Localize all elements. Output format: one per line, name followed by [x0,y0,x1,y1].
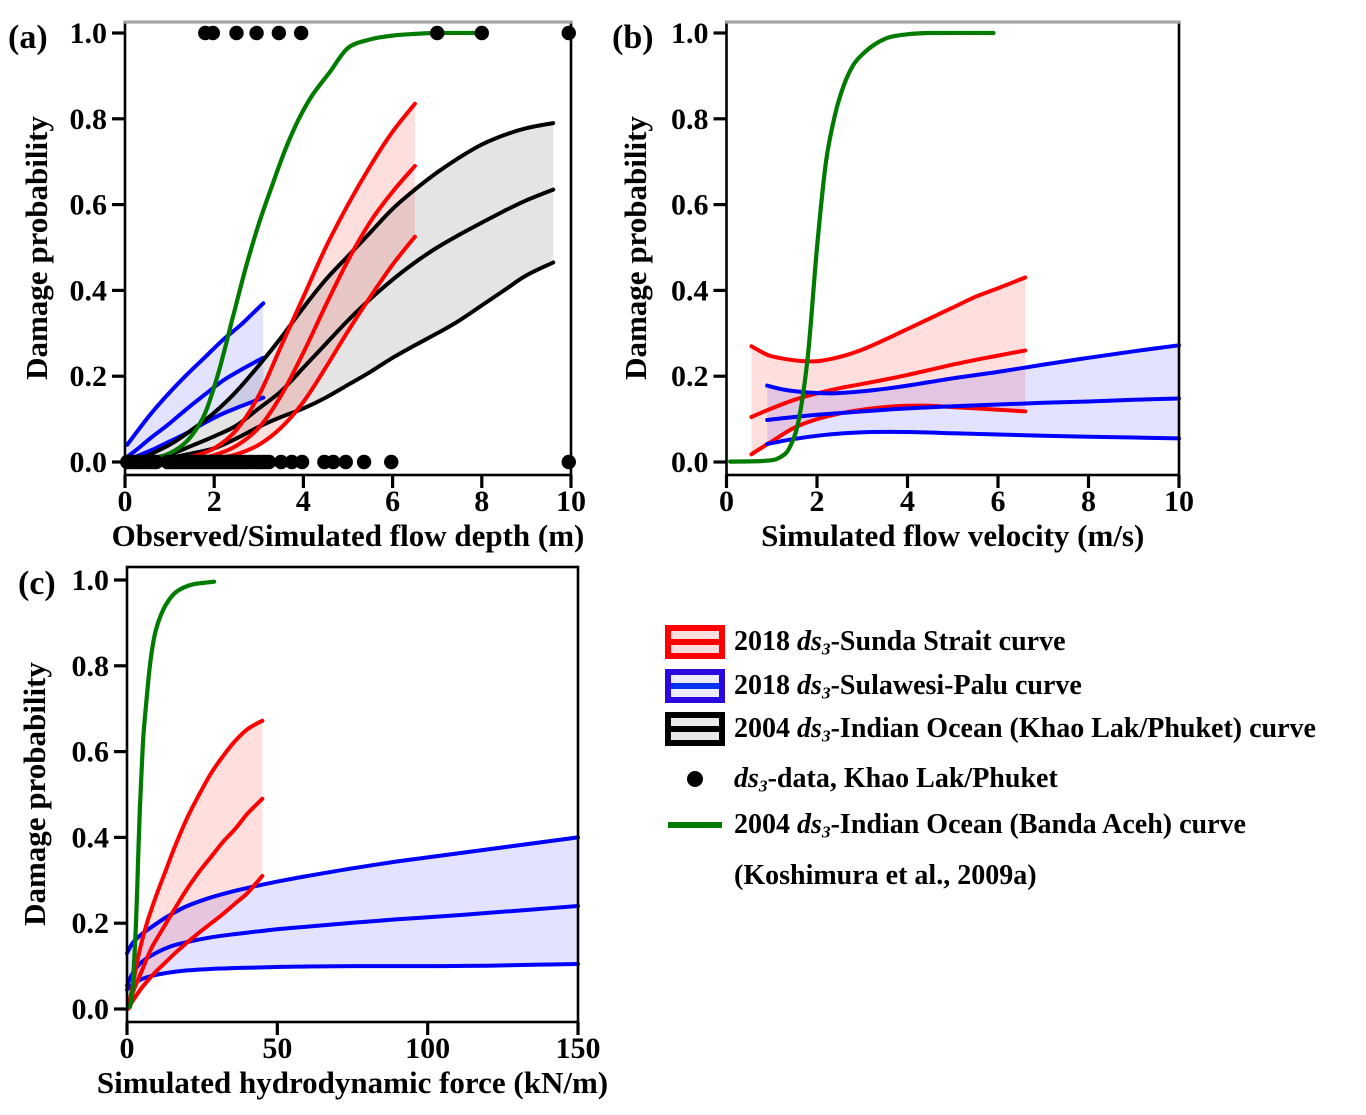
panel-a-x-tick-label: 8 [474,485,489,518]
panel-a-data-dot [294,454,310,470]
panel-c-y-tick-label: 0.0 [72,993,110,1026]
panel-a-data-dot [561,454,576,470]
panel-c: 0 50 100 150 0.0 0.2 0.4 0.6 0.8 1.0 Simulated hyd… [17,564,608,1100]
panel-b-y-tick-label: 0.6 [671,189,709,222]
panel-a-khao-lak-phuket-upper-curve [136,121,556,462]
panel-c-y-tick-label: 0.8 [72,650,110,683]
panel-c-x-axis-title: Simulated hydrodynamic force (kN/m) [97,1065,608,1100]
panel-a-x-axis-title: Observed/Simulated flow depth (m) [112,518,585,553]
panel-c-y-axis-title: Damage probability [17,662,52,926]
panel-a-data-dot [249,25,264,41]
panel-c-y-tick-label: 0.6 [72,736,110,769]
panel-b-x-tick-label: 4 [900,485,915,518]
panel-b-y-tick-label: 0.0 [671,446,709,479]
panel-b-x-tick-label: 2 [810,485,825,518]
panel-b-x-tick-label: 10 [1164,485,1194,518]
panel-c-label: (c) [18,565,56,602]
panel-a-data-dot [229,25,244,41]
panel-a-x-tick-label: 0 [118,485,133,518]
panel-b-y-tick-label: 0.8 [671,103,709,136]
panel-c-sunda-strait-lower-curve [126,874,265,1011]
panel-a-y-tick-label: 0.6 [70,189,108,222]
panel-a-y-tick-label: 0.0 [70,446,108,479]
panel-b-sulawesi-palu-band [767,345,1179,444]
panel-b-sulawesi-palu-upper-curve [765,343,1181,396]
panel-a-data-dot [205,25,221,41]
panel-b-x-tick-label: 0 [719,485,734,518]
panel-c-x-tick-label: 0 [120,1032,135,1065]
panel-a-data-dot [326,454,341,470]
panel-a-data-dot [273,454,289,470]
panel-b-y-tick-label: 0.2 [671,360,709,393]
panel-b-sunda-strait-median-curve [749,348,1028,419]
panel-b-label: (b) [612,19,654,56]
panel-b: 0 2 4 6 8 10 0.0 0.2 0.4 0.6 0.8 1.0 Simulated flow … [612,17,1194,553]
panel-c-x-tick-label: 50 [262,1032,292,1065]
panel-c-sulawesi-palu-band [127,837,578,990]
panel-a-data-dot [338,454,353,470]
panel-c-x-tick-label: 100 [405,1032,450,1065]
panel-a-data-dot [356,454,372,470]
panel-a-data-dot [293,25,309,41]
panel-a-sulawesi-palu-band [127,303,264,460]
panel-a-sulawesi-palu-median-curve [125,355,266,459]
panel-c-y-tick-label: 1.0 [72,564,110,597]
panel-a-data-dot [430,25,445,41]
panel-a-data-dot [284,454,300,470]
panel-c-sunda-strait-median-curve [126,796,265,1010]
panel-a-banda-aceh-curve [134,30,484,464]
panel-b-x-tick-label: 8 [1081,485,1096,518]
panel-a-y-tick-label: 0.8 [70,103,108,136]
panel-a: 0 2 4 6 8 10 0.0 0.2 0.4 0.6 0.8 1.0 Observed/Simula… [8,17,586,553]
panel-a-label: (a) [8,19,48,56]
panel-a-x-tick-label: 6 [385,485,400,518]
panel-b-sunda-strait-lower-curve [749,403,1028,457]
panel-a-data-dot [271,25,287,41]
panel-b-sunda-strait-upper-curve [749,275,1028,364]
panel-a-data-dot [384,454,399,470]
panel-c-x-tick-label: 150 [556,1032,601,1065]
panel-a-khao-lak-phuket-median-curve [136,187,556,463]
panel-b-y-axis-title: Damage probability [618,116,653,380]
panel-a-x-tick-label: 4 [296,485,311,518]
panel-c-frame [125,565,580,1024]
panel-a-data-dot [561,25,576,41]
panel-c-y-tick-label: 0.4 [72,821,110,854]
panel-a-sulawesi-palu-upper-curve [125,301,266,447]
panel-c-banda-aceh-curve [127,579,217,1009]
panel-b-sunda-strait-band [751,277,1026,455]
panel-a-data-dot [149,454,164,470]
panel-b-x-axis-title: Simulated flow velocity (m/s) [761,518,1144,553]
panel-c-sulawesi-palu-median-curve [125,904,580,988]
panel-a-x-tick-label: 2 [207,485,222,518]
panel-b-y-tick-label: 1.0 [671,17,709,50]
panel-a-khao-lak-phuket-band [138,123,554,462]
panel-a-data-dot [261,454,277,470]
panel-a-y-tick-label: 0.2 [70,360,108,393]
panel-a-data-dot [474,25,489,41]
panel-a-y-tick-label: 0.4 [70,274,108,307]
panel-c-sulawesi-palu-upper-curve [125,835,580,956]
panel-c-sunda-strait-band [128,720,263,1009]
panel-b-x-tick-label: 6 [991,485,1006,518]
panel-b-sulawesi-palu-median-curve [765,396,1181,422]
panel-a-y-axis-title: Damage probability [19,116,54,380]
panel-b-y-tick-label: 0.4 [671,274,709,307]
panel-a-x-tick-label: 10 [556,485,586,518]
panel-c-sunda-strait-upper-curve [126,718,265,1009]
panel-b-sulawesi-palu-lower-curve [765,429,1181,446]
panel-c-y-tick-label: 0.2 [72,907,110,940]
panel-a-y-tick-label: 1.0 [70,17,108,50]
panel-b-banda-aceh-curve [728,30,996,464]
